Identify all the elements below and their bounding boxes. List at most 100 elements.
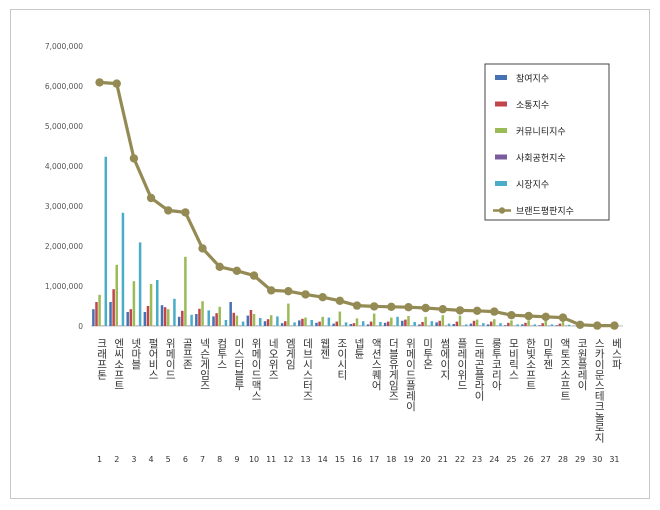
bar [269, 315, 273, 326]
bar [455, 321, 459, 326]
bar [527, 320, 530, 326]
line-point [369, 302, 379, 311]
bar [555, 325, 558, 326]
x-tick-label: 플레이위드 [456, 338, 468, 391]
bar [386, 321, 390, 326]
bar [327, 317, 331, 326]
rank-label: 29 [575, 455, 585, 464]
rank-label: 11 [266, 455, 276, 464]
x-tick-label: 조이시티 [336, 338, 348, 381]
bar [430, 321, 434, 326]
bar [258, 318, 262, 326]
line-point [198, 244, 207, 253]
rank-label: 9 [234, 455, 239, 464]
legend-label: 참여지수 [516, 73, 549, 85]
rank-label: 4 [149, 455, 154, 464]
bar [98, 294, 101, 326]
bar [321, 316, 324, 326]
bar [435, 322, 438, 326]
bar [349, 324, 353, 326]
bar [544, 320, 548, 326]
line-point [610, 321, 619, 330]
bar [232, 312, 236, 326]
line-point [421, 303, 430, 313]
bar [95, 302, 98, 326]
line-point [301, 290, 310, 299]
line-point [490, 307, 499, 316]
y-tick-label: 2,000,000 [45, 242, 83, 251]
rank-label: 18 [386, 455, 396, 464]
x-tick-label: 액션스퀘어 [370, 338, 382, 391]
line-point [266, 286, 276, 295]
x-tick-label: 스카이문스테크놀로지 [593, 338, 605, 444]
brand-index-line [95, 78, 619, 330]
bar [284, 321, 287, 326]
bar [521, 324, 524, 326]
bar [129, 309, 133, 326]
rank-label: 8 [217, 455, 222, 464]
bar [447, 323, 451, 326]
bar [315, 322, 318, 326]
x-tick-label: 위메이드맥스 [250, 337, 262, 401]
legend-label: 브랜드평판지수 [516, 206, 574, 217]
rank-label: 26 [524, 455, 534, 464]
x-tick-label: 넷마블 [130, 338, 142, 370]
rank-label: 19 [403, 455, 413, 464]
bar [160, 305, 164, 326]
bar [550, 324, 554, 326]
rank-label: 1 [97, 455, 102, 464]
rank-label: 27 [541, 455, 551, 464]
bar [207, 310, 210, 326]
legend-box [484, 63, 610, 221]
line-point [387, 302, 396, 311]
bar [401, 320, 404, 326]
line-point [438, 305, 448, 314]
chart-frame: 0 1,000,000 2,000,000 3,000,000 4,000,000 5,0… [10, 9, 650, 499]
bar [143, 312, 147, 326]
bar [438, 320, 441, 326]
rank-label: 5 [166, 455, 171, 464]
x-tick-label: 미투온 [422, 338, 434, 370]
bar [407, 316, 410, 326]
bar [352, 323, 356, 326]
legend-label: 소통지수 [516, 100, 549, 111]
line-point [404, 303, 413, 312]
x-tick-label: 엔씨소프트 [113, 338, 125, 391]
x-tick-label: 데브시스터즈 [302, 338, 314, 401]
bar [215, 313, 218, 326]
bar [361, 321, 365, 326]
bar [126, 312, 129, 326]
x-tick-label: 룽투코리아 [490, 338, 502, 391]
bar [421, 322, 424, 326]
bar [369, 321, 373, 326]
bar [472, 320, 476, 326]
bar [263, 321, 267, 326]
bar [464, 324, 468, 326]
bar [475, 319, 479, 326]
chart-canvas: 0 1,000,000 2,000,000 3,000,000 4,000,000 5,0… [45, 42, 623, 464]
line-point [129, 154, 139, 163]
bar [293, 322, 296, 326]
bar [355, 318, 359, 326]
bar [489, 321, 493, 326]
rank-label: 13 [300, 455, 310, 464]
rank-label: 10 [249, 455, 259, 464]
bar [235, 315, 239, 326]
bar [298, 320, 301, 326]
bar [218, 306, 221, 326]
bar [304, 317, 307, 326]
rank-label: 22 [455, 455, 465, 464]
bar [561, 321, 565, 326]
bar [332, 323, 335, 326]
rank-label: 15 [335, 455, 345, 464]
line-point [146, 193, 156, 203]
line-point [318, 293, 327, 302]
x-tick-label: 넵튠 [353, 338, 365, 359]
bar [276, 316, 279, 326]
bar [524, 322, 527, 326]
x-tick-label: 위메이드 [164, 337, 176, 380]
bar [344, 322, 348, 326]
bar [458, 315, 462, 326]
bar [109, 302, 112, 326]
legend-swatch [495, 101, 507, 107]
